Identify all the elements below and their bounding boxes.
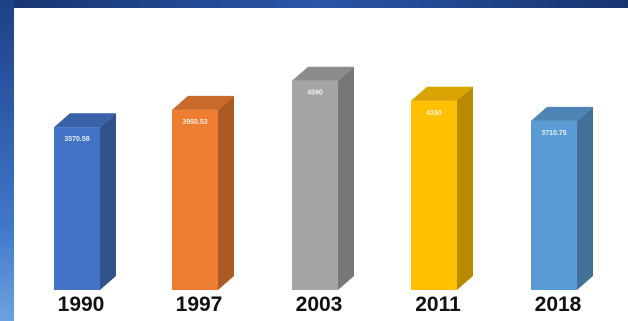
data-label-2018: 3710.75 [541, 130, 566, 137]
data-label-1990: 3570.58 [64, 136, 89, 143]
bar-2018-side [577, 106, 593, 290]
category-label-2011: 2011 [415, 293, 461, 316]
bar-2011-side [457, 86, 473, 290]
bar-2003-top [292, 66, 354, 81]
bar-1997-top [172, 95, 234, 110]
bar-1990-side [100, 113, 116, 290]
bar-1997-side [218, 95, 234, 290]
category-label-1997: 1997 [176, 293, 223, 316]
bar-1990-front [54, 127, 100, 290]
category-label-2003: 2003 [296, 293, 343, 316]
frame-left-band [0, 0, 14, 321]
bar-1997-front [172, 109, 218, 290]
category-label-1990: 1990 [58, 293, 105, 316]
data-label-2003: 4590 [307, 90, 323, 97]
bar-1990-top [54, 113, 116, 128]
data-label-2011: 4150 [426, 110, 442, 117]
bar-2003-side [338, 66, 354, 290]
data-label-1997: 3950.53 [182, 119, 207, 126]
frame-top-band [0, 0, 628, 8]
bar-2018-top [531, 106, 593, 121]
category-label-2018: 2018 [535, 293, 582, 316]
bar-2003-front [292, 80, 338, 290]
bar-2018-front [531, 120, 577, 290]
bar-2011-top [411, 86, 473, 101]
bar-2011-front [411, 100, 457, 290]
